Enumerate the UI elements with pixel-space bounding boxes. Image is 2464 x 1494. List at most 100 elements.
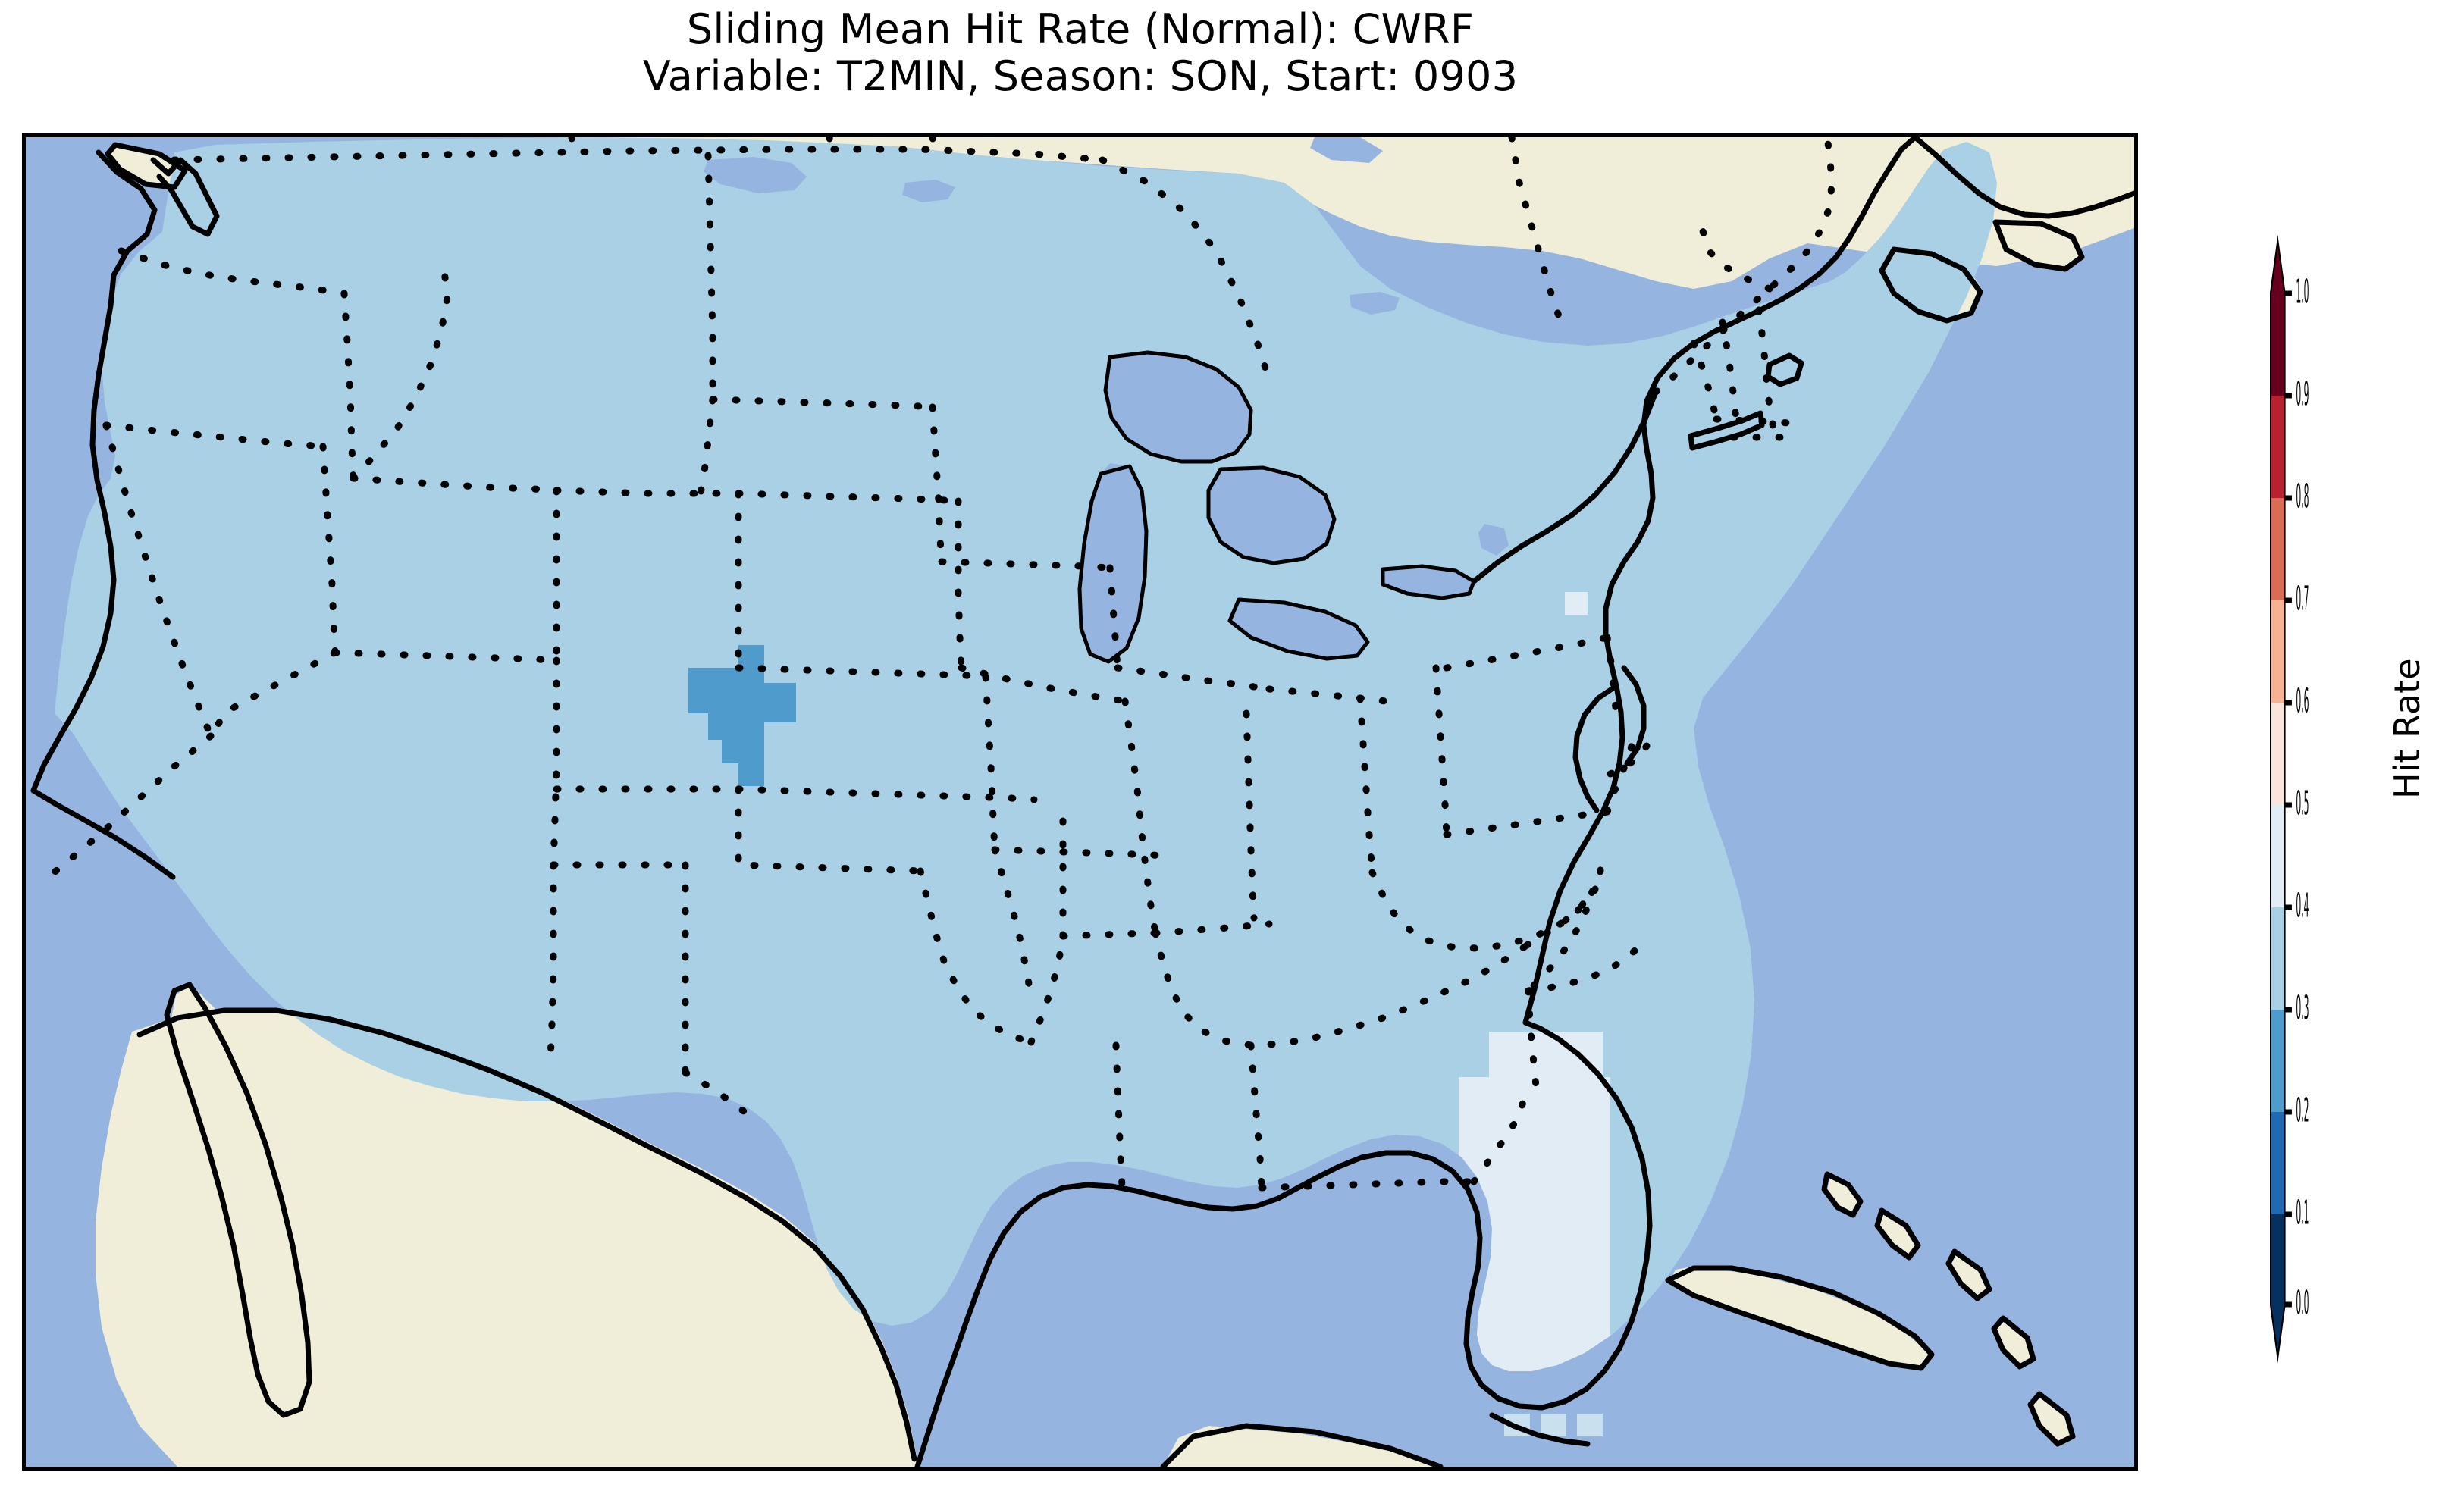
border-ar-ms-north: [1059, 929, 1159, 940]
border-mt-nd: [704, 152, 716, 403]
border-pa-wv-md: [1443, 808, 1611, 838]
landmass-bahamas-3: [1950, 1253, 1989, 1298]
border-ab-sk: [568, 137, 577, 159]
colorbar-tick-label: 0.9: [2296, 374, 2309, 413]
border-fl-ga-al: [1258, 1178, 1478, 1192]
coastline-bahamas-3: [1945, 1248, 1992, 1301]
colorbar-axis-label: Hit Rate: [2387, 658, 2428, 799]
great-lakes: [704, 137, 1509, 662]
landmass-vancouver-island: [109, 145, 185, 187]
coastline-long-island: [1688, 410, 1765, 451]
border-ia-wi-il: [1106, 564, 1121, 672]
border-wy-co-north: [553, 487, 742, 497]
border-nv-ut: [319, 443, 339, 656]
coastline-florida-east: [1463, 1019, 1653, 1411]
coastline-vancouver-island: [105, 142, 188, 190]
coastline-newfoundland: [1992, 219, 2085, 272]
colorbar: 1.0 0.9 0.8 0.7 0.6 0.5 0.4 0.3 0.2 0.1 …: [2270, 234, 2328, 1364]
border-sc-nc-coast: [1525, 943, 1643, 994]
coastline-bahamas-2: [1874, 1207, 1921, 1261]
coastline-socal: [30, 788, 176, 880]
colorbar-tick-label: 0.3: [2296, 988, 2309, 1027]
colorbar-band-0.5-0.6: [2271, 703, 2285, 805]
coastline-nova-scotia: [1879, 246, 1983, 324]
border-or-ca-nv: [102, 421, 327, 450]
figure-title: Sliding Mean Hit Rate (Normal): CWRF Var…: [0, 6, 2161, 100]
lake-nipigon: [1350, 292, 1400, 315]
border-ne-ks: [735, 664, 989, 681]
border-ne-ia: [955, 497, 965, 672]
border-wy-sd: [697, 396, 716, 497]
border-ut-az-co-nm: [331, 649, 560, 664]
border-tx-ok-red-river: [917, 867, 1035, 1046]
border-ms-al: [1112, 1041, 1126, 1190]
map-figure: [26, 137, 2134, 1467]
coastline-cuba: [1665, 1265, 1935, 1371]
coastline-florida-keys: [1489, 1412, 1591, 1447]
border-mi-in-oh: [1265, 685, 1402, 706]
shoreline-superior: [1103, 350, 1253, 464]
border-al-ga: [1247, 1041, 1265, 1192]
coastline-chesapeake: [1572, 683, 1619, 813]
colorbar-band-0.1-0.2: [2271, 1112, 2285, 1214]
title-line-1: Sliding Mean Hit Rate (Normal): CWRF: [686, 5, 1475, 53]
colorbar-band-0.0-0.1: [2271, 1214, 2285, 1305]
shoreline-erie: [1227, 597, 1370, 661]
colorbar-tick-labels: 1.0 0.9 0.8 0.7 0.6 0.5 0.4 0.3 0.2 0.1 …: [2296, 271, 2309, 1322]
border-nv-az: [207, 649, 339, 740]
border-il-mo: [1121, 697, 1159, 937]
border-ga-sc: [1525, 987, 1540, 1090]
coastline-gulf: [914, 1150, 1483, 1467]
lake-simcoe: [1478, 524, 1509, 556]
colorbar-bands: [2271, 241, 2285, 1357]
border-nc-sc-west: [1525, 885, 1599, 994]
border-us-canada-ne: [1652, 137, 1835, 396]
border-ny-vt: [1690, 340, 1720, 423]
colorbar-tick-label: 0.4: [2296, 885, 2309, 925]
lake-erie: [1230, 600, 1368, 659]
colorbar-tick-label: 0.1: [2296, 1192, 2309, 1232]
border-mt-wy-id: [350, 475, 560, 494]
colorbar-band-0.9-1.0: [2271, 293, 2285, 396]
data-cell-carolina-0.4-0.5: [1565, 592, 1588, 615]
colorbar-extend-min-arrow: [2271, 1305, 2285, 1357]
colorbar-tick-label: 0.2: [2296, 1090, 2309, 1129]
colorbar-band-0.7-0.8: [2271, 498, 2285, 600]
colorbar-band-0.8-0.9: [2271, 396, 2285, 498]
coastline-bahamas-4: [1991, 1315, 2036, 1370]
lake-ontario: [1383, 566, 1474, 598]
border-sk-mb: [826, 137, 835, 155]
coastline-bahamas-5: [2027, 1391, 2076, 1447]
lake-huron: [1208, 468, 1334, 563]
coastline-mexico-gulf: [136, 1007, 917, 1462]
coastline-canada-east: [1912, 137, 2134, 219]
colorbar-band-0.6-0.7: [2271, 600, 2285, 703]
offshore-data-cells: [1504, 1414, 1603, 1436]
colorbar-band-0.4-0.5: [2271, 805, 2285, 907]
border-in-oh: [1356, 694, 1376, 876]
colorbar-svg: 1.0 0.9 0.8 0.7 0.6 0.5 0.4 0.3 0.2 0.1 …: [2270, 234, 2309, 1364]
shoreline-huron: [1206, 465, 1337, 565]
border-mb-on: [929, 137, 938, 153]
border-de-md: [1607, 740, 1652, 778]
landmass-bahamas-4: [1995, 1320, 2033, 1367]
coastline-yucatan: [1160, 1423, 1444, 1467]
border-ks-ok: [735, 785, 1038, 803]
border-id-mt: [350, 267, 451, 482]
border-ca-az: [45, 732, 215, 881]
colorbar-tick-label: 0.5: [2296, 783, 2309, 822]
border-mo-ar-ok: [991, 846, 1035, 1001]
border-tx-la: [1027, 932, 1067, 1046]
border-us-canada-mn: [1099, 156, 1273, 384]
landmass-cuba: [1669, 1267, 1929, 1367]
border-tx-mexico-rio: [682, 1069, 754, 1120]
river-st-lawrence: [1471, 389, 1659, 584]
coastline-bahamas-1: [1821, 1171, 1864, 1218]
coastline-delmarva: [1621, 665, 1647, 766]
colorbar-tick-label: 0.0: [2296, 1283, 2309, 1322]
landmass-canada: [140, 137, 2134, 289]
border-il-in: [1243, 709, 1258, 922]
border-mn-sd-east: [929, 403, 945, 565]
lake-manitoba: [902, 180, 955, 202]
coastline-pacific: [30, 149, 158, 794]
